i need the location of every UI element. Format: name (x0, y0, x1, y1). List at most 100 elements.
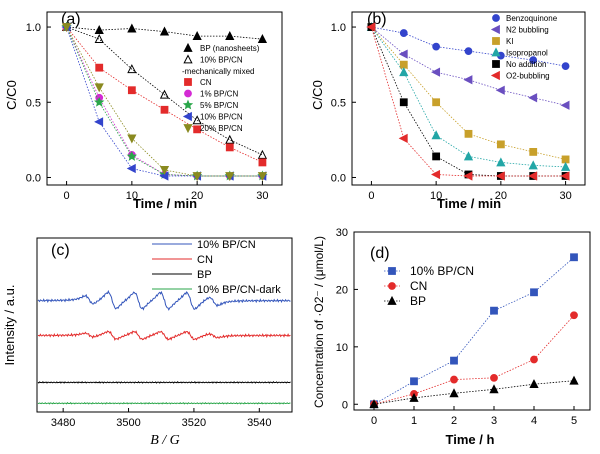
data-point (569, 375, 579, 385)
data-point (159, 166, 170, 176)
series-line (66, 26, 263, 156)
data-point (463, 151, 474, 161)
data-point (464, 47, 473, 56)
legend-marker (388, 267, 396, 275)
x-tick-label: 0 (64, 190, 70, 202)
legend-marker (183, 42, 193, 52)
x-axis-title: Time / min (133, 196, 197, 211)
legend-marker (183, 124, 193, 134)
legend-label: BP (410, 294, 426, 308)
data-point (450, 375, 458, 384)
x-axis-title: Time / h (446, 432, 495, 447)
x-axis-title: B / G (150, 433, 180, 448)
data-point (449, 388, 459, 398)
legend-label: 5% BP/CN (200, 101, 238, 110)
x-tick-label: 10 (430, 190, 442, 202)
x-axis-title: Time / min (437, 196, 501, 211)
x-tick-label: 0 (371, 415, 377, 427)
data-point (225, 30, 235, 40)
series-line (373, 256, 575, 405)
series-line (373, 315, 575, 405)
legend-marker (388, 282, 396, 290)
data-point (61, 23, 72, 33)
data-point (257, 149, 268, 159)
legend-label: CN (410, 279, 427, 293)
data-point (432, 42, 441, 51)
x-tick-label: 10 (126, 190, 138, 202)
data-point (225, 143, 234, 152)
data-point (127, 64, 137, 74)
x-tick-label: 30 (559, 190, 571, 202)
epr-trace-1 (37, 330, 291, 341)
epr-trace-line (37, 401, 291, 405)
legend-label: N2 bubbling (506, 26, 549, 35)
series-1 (370, 311, 578, 409)
data-point (489, 384, 499, 394)
x-tick-label: 30 (256, 190, 268, 202)
legend-label: 10% BP/CN (200, 56, 243, 65)
x-tick-label: 1 (411, 415, 417, 427)
y-axis-title: C/C0 (4, 80, 19, 110)
data-point (528, 93, 538, 103)
legend-label: CN (197, 254, 213, 266)
data-point (431, 67, 441, 77)
data-point (225, 134, 235, 144)
legend-note: -mechanically mixed (182, 67, 254, 76)
data-point (410, 377, 418, 386)
data-point (192, 172, 202, 182)
panel-c: 3480 3500 3520 3540 (c) B / G Intensity / a.u.… (2, 237, 293, 448)
legend-marker (492, 37, 500, 45)
legend-marker (491, 47, 501, 57)
data-point (528, 160, 538, 170)
data-point (409, 392, 419, 402)
y-tick-label: 0 (342, 399, 348, 411)
series-0 (61, 21, 268, 43)
data-point (570, 253, 578, 262)
y-tick-label: 1.0 (331, 22, 346, 34)
data-point (450, 356, 458, 365)
plot-frame (36, 237, 293, 413)
data-point (95, 63, 104, 72)
data-point (432, 152, 441, 161)
data-point (432, 98, 441, 107)
data-point (94, 96, 105, 107)
data-point (126, 163, 136, 174)
x-tick-label: 0 (368, 190, 374, 202)
data-point (570, 311, 578, 320)
data-point (529, 56, 538, 65)
x-tick-label: 3520 (182, 417, 206, 429)
x-tick-label: 4 (531, 415, 537, 427)
series-5 (366, 22, 570, 181)
data-point (258, 158, 267, 167)
legend-marker (490, 70, 500, 81)
panel-d: 0 1 2 3 4 5 0 10 20 30 (d) Time / h Concentration of… (312, 227, 591, 447)
data-point (464, 129, 473, 138)
data-point (496, 140, 505, 149)
data-point (369, 399, 379, 409)
data-point (560, 171, 570, 181)
legend-label: O2-bubbling (506, 72, 550, 81)
x-tick-label: 2 (451, 415, 457, 427)
x-tick-label: 5 (571, 415, 577, 427)
legend-label: 10% BP/CN (200, 113, 243, 122)
plot-frame (353, 231, 591, 411)
data-point (529, 148, 538, 156)
data-point (94, 33, 104, 43)
data-point (490, 306, 498, 315)
legend-marker (387, 295, 397, 305)
legend-label: CN (200, 78, 212, 87)
legend: BP (nanosheets) 10% BP/CN -mechanically mi… (182, 42, 260, 134)
data-point (529, 379, 539, 389)
legend-marker (490, 24, 500, 35)
data-point (257, 172, 268, 182)
y-axis-title: Concentration of ·O2⁻ / (μmol/L) (312, 236, 326, 408)
data-point (399, 98, 408, 107)
series-2 (369, 375, 579, 409)
y-tick-label: 0.5 (26, 97, 41, 109)
data-point (127, 86, 136, 95)
epr-trace-line (37, 381, 291, 384)
x-tick-label: 20 (495, 190, 507, 202)
series-line (373, 380, 575, 405)
